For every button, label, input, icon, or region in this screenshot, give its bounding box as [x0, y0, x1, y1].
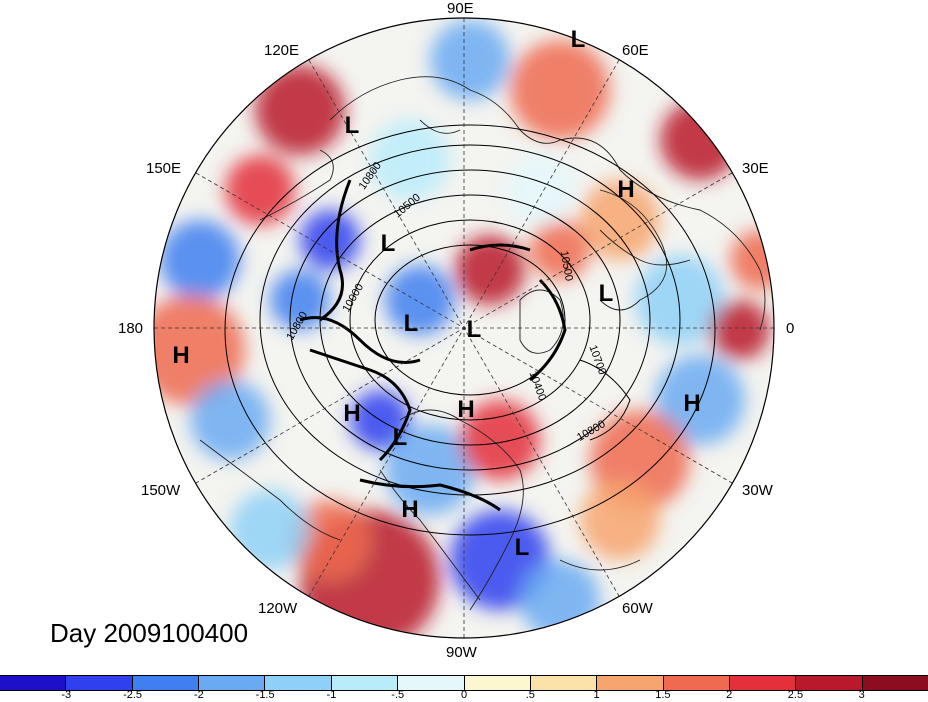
colorbar-tick-label: -2.5	[123, 689, 143, 701]
anomaly-blob	[580, 180, 660, 260]
colorbar-tick-label: 1	[593, 689, 600, 701]
colorbar-segment	[796, 676, 863, 690]
colorbar-segment	[862, 676, 928, 690]
colorbar-segment	[265, 676, 332, 690]
anomaly-blob	[290, 500, 370, 580]
lon-label-90e: 90E	[447, 0, 474, 17]
coastlines	[199, 76, 766, 611]
colorbar	[0, 675, 928, 691]
pressure-center: L	[380, 230, 396, 257]
pressure-center: L	[514, 534, 530, 561]
colorbar-segment	[663, 676, 730, 690]
anomaly-blob	[660, 100, 740, 180]
graticule	[154, 18, 774, 638]
pressure-center: H	[457, 396, 475, 423]
lon-label-180: 180	[118, 320, 144, 337]
colorbar-segment	[199, 676, 266, 690]
map-border	[153, 17, 775, 639]
colorbar-tick-label: .5	[525, 689, 535, 701]
anomaly-blob	[255, 65, 345, 155]
anomaly-blob	[154, 295, 245, 405]
lon-label-90w: 90W	[446, 644, 477, 661]
colorbar-segment	[729, 676, 797, 690]
colorbar-tick-label: -1.5	[255, 689, 275, 701]
colorbar-segment	[597, 676, 664, 690]
colorbar-segment	[66, 676, 133, 690]
pressure-center: L	[344, 112, 360, 139]
colorbar-tick-label: -3	[61, 689, 72, 701]
anomaly-blob	[580, 480, 660, 560]
lon-label-30e: 30E	[742, 160, 769, 177]
anomaly-blob	[230, 490, 310, 570]
colorbar-segment	[0, 676, 67, 690]
pressure-center: L	[598, 280, 614, 307]
anomaly-field	[154, 18, 774, 638]
pressure-center: L	[570, 26, 586, 53]
colorbar-tick-label: 2	[726, 689, 733, 701]
anomaly-blob	[300, 210, 360, 270]
pressure-center: H	[172, 342, 190, 369]
pressure-center: L	[466, 316, 482, 343]
lon-label-150e: 150E	[146, 160, 182, 177]
colorbar-tick-label: 1.5	[655, 689, 671, 701]
colorbar-tick-label: 3	[858, 689, 865, 701]
pressure-center: H	[343, 400, 361, 427]
pressure-center: H	[617, 176, 635, 203]
height-contours	[224, 124, 716, 536]
colorbar-segment	[398, 676, 465, 690]
pressure-center: L	[392, 424, 408, 451]
anomaly-blob	[530, 220, 590, 280]
lon-label-60w: 60W	[622, 600, 653, 617]
anomaly-blob	[270, 270, 330, 330]
pressure-center: L	[403, 310, 419, 337]
colorbar-tick-label: -2	[193, 689, 204, 701]
anomaly-blob	[160, 220, 240, 300]
colorbar-tick-label: -1	[326, 689, 337, 701]
anomaly-blob	[385, 265, 455, 335]
anomaly-blob	[225, 155, 295, 225]
colorbar-segment	[530, 676, 598, 690]
pressure-center: H	[683, 390, 701, 417]
anomaly-blob	[635, 255, 725, 345]
colorbar-tick-label: -.5	[391, 689, 405, 701]
anomaly-blob	[730, 230, 774, 290]
colorbar-segment	[331, 676, 399, 690]
lon-label-30w: 30W	[742, 482, 773, 499]
anomaly-blob	[385, 425, 475, 515]
anomaly-blob	[190, 380, 270, 460]
anomaly-blob	[510, 40, 610, 140]
lon-label-0: 0	[786, 320, 795, 337]
colorbar-tick-label: 2.5	[787, 689, 804, 701]
anomaly-blob	[505, 155, 575, 225]
lon-label-60e: 60E	[622, 42, 649, 59]
pressure-center: H	[401, 496, 419, 523]
anomaly-blob	[430, 20, 510, 100]
anomaly-blob	[370, 120, 450, 200]
day-title: Day 2009100400	[50, 618, 249, 648]
lon-label-150w: 150W	[141, 482, 181, 499]
colorbar-segment	[132, 676, 200, 690]
lon-label-120e: 120E	[264, 42, 300, 59]
anomaly-blob	[710, 300, 770, 360]
colorbar-tick-label: 0	[460, 689, 468, 701]
lon-label-120w: 120W	[258, 600, 298, 617]
anomaly-blob	[520, 560, 600, 638]
anomaly-blob	[455, 235, 525, 305]
colorbar-segment	[464, 676, 531, 690]
